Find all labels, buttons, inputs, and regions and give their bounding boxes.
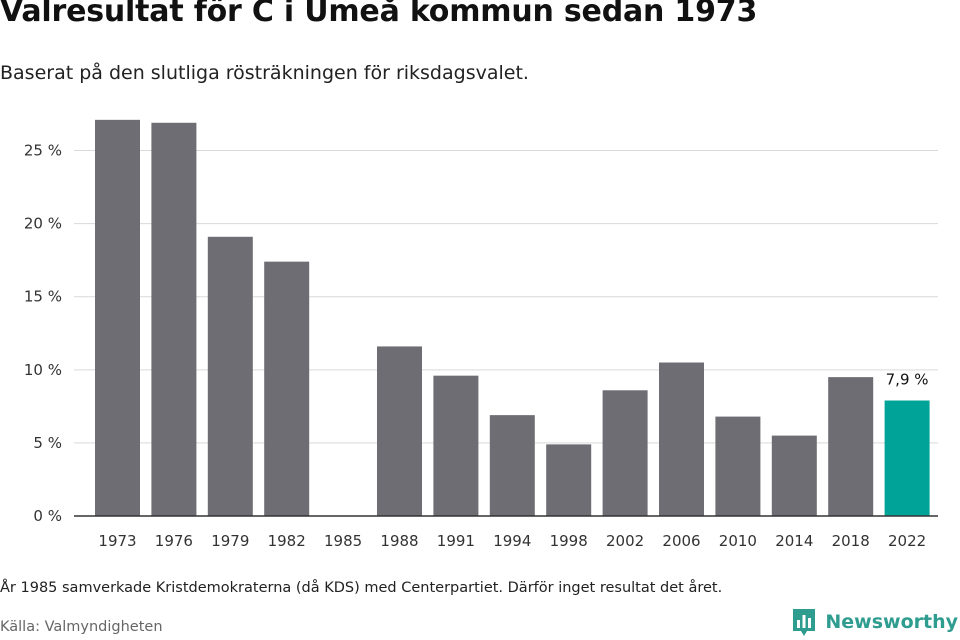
x-tick-label: 1988	[380, 532, 418, 550]
x-tick-label: 2022	[888, 532, 926, 550]
x-tick-label: 2010	[719, 532, 757, 550]
x-tick-label: 2018	[832, 532, 870, 550]
x-tick-label: 2002	[606, 532, 644, 550]
x-tick-label: 2014	[775, 532, 813, 550]
x-tick-label: 1998	[550, 532, 588, 550]
brand-name: Newsworthy	[825, 611, 958, 633]
bar-2010	[715, 416, 761, 516]
bar-1991	[433, 375, 479, 516]
x-tick-label: 2006	[662, 532, 700, 550]
data-label: 7,9 %	[886, 371, 929, 389]
y-tick-label: 15 %	[24, 288, 62, 306]
x-tick-label: 1976	[155, 532, 193, 550]
x-tick-label: 1982	[268, 532, 306, 550]
bar-1976	[151, 122, 197, 516]
chart-subtitle: Baserat på den slutliga rösträkningen fö…	[0, 62, 529, 84]
y-tick-label: 5 %	[33, 434, 62, 452]
x-tick-label: 1979	[211, 532, 249, 550]
newsworthy-logo-icon	[793, 609, 816, 636]
x-tick-label: 1991	[437, 532, 475, 550]
bar-1994	[489, 415, 535, 516]
chart-title: Valresultat för C i Umeå kommun sedan 19…	[0, 0, 758, 29]
chart-footnote: År 1985 samverkade Kristdemokraterna (då…	[0, 580, 723, 596]
bar-2018	[828, 377, 874, 516]
source-text: Källa: Valmyndigheten	[0, 619, 163, 635]
bar-chart: 0 % 5 % 10 % 15 % 20 % 25 % 1973 1976 1979 1982 19…	[24, 119, 938, 550]
bar-2006	[659, 362, 704, 516]
x-tick-label: 1973	[98, 532, 136, 550]
bar-2002	[602, 390, 648, 516]
brand-logo[interactable]: Newsworthy	[791, 606, 958, 638]
bar-2022	[884, 400, 930, 516]
bar-1988	[377, 346, 422, 516]
y-tick-label: 0 %	[33, 507, 62, 525]
bar-1979	[207, 236, 253, 516]
bar-1973	[95, 119, 140, 516]
x-tick-label: 1985	[324, 532, 362, 550]
bar-1998	[546, 444, 592, 516]
x-tick-label: 1994	[493, 532, 531, 550]
y-tick-label: 10 %	[24, 361, 62, 379]
bar-1982	[264, 261, 310, 516]
y-tick-label: 20 %	[24, 215, 62, 233]
bar-2014	[771, 435, 817, 516]
y-tick-label: 25 %	[24, 142, 62, 160]
